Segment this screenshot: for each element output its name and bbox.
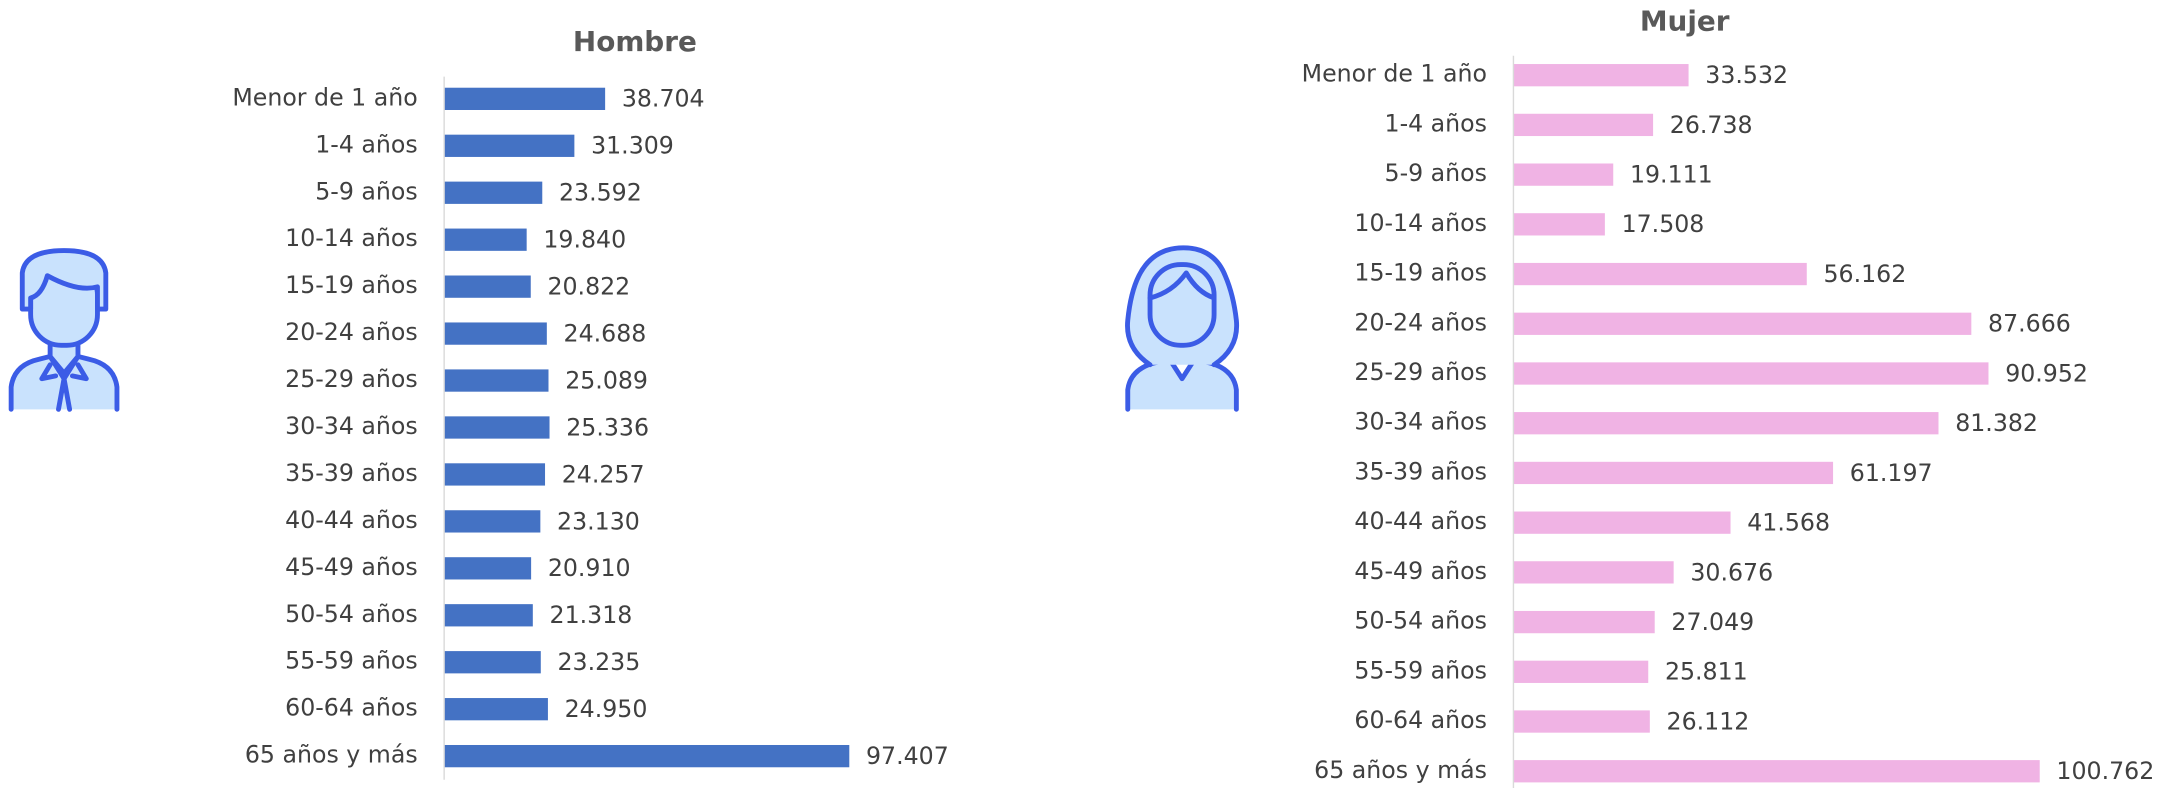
data-label: 25.811 <box>1665 658 1748 686</box>
bar <box>444 651 541 674</box>
y-tick-label: 10-14 años <box>285 224 418 252</box>
data-label: 30.676 <box>1690 558 1773 586</box>
data-label: 23.592 <box>559 179 642 207</box>
y-tick-label: 15-19 años <box>285 271 418 299</box>
y-tick-label: 50-54 años <box>1354 607 1487 635</box>
bar <box>444 744 850 768</box>
y-tick-label: 5-9 años <box>315 177 417 205</box>
bar <box>444 322 547 345</box>
y-tick-label: 5-9 años <box>1385 159 1487 187</box>
bar <box>444 698 548 721</box>
bar <box>1513 461 1834 485</box>
data-label: 41.568 <box>1747 509 1830 537</box>
data-label: 56.162 <box>1823 260 1906 288</box>
data-label: 100.762 <box>2056 757 2154 785</box>
data-label: 26.112 <box>1667 707 1750 735</box>
data-label: 21.318 <box>550 601 633 629</box>
bar <box>444 416 550 439</box>
y-tick-label: 25-29 años <box>1354 358 1487 386</box>
y-tick-label: 65 años y más <box>245 741 418 769</box>
y-tick-label: 45-49 años <box>1354 557 1487 585</box>
y-tick-label: Menor de 1 año <box>1302 60 1487 88</box>
y-tick-label: 65 años y más <box>1314 756 1487 784</box>
data-label: 17.508 <box>1622 210 1705 238</box>
data-label: 20.910 <box>548 554 631 582</box>
y-tick-label: 25-29 años <box>285 365 418 393</box>
bar <box>444 87 606 110</box>
data-label: 97.407 <box>866 742 949 770</box>
bar <box>1513 660 1649 683</box>
data-label: 87.666 <box>1988 310 2071 338</box>
data-label: 25.089 <box>565 366 648 394</box>
bar <box>444 228 527 251</box>
data-label: 20.822 <box>547 273 630 301</box>
y-tick-label: Menor de 1 año <box>232 83 417 111</box>
bar <box>1513 561 1674 584</box>
woman-icon <box>1125 245 1240 412</box>
y-tick-label: 20-24 años <box>1354 308 1487 336</box>
bar <box>444 134 575 157</box>
bar <box>444 604 533 627</box>
y-tick-label: 50-54 años <box>285 600 418 628</box>
data-label: 81.382 <box>1955 409 2038 437</box>
bar <box>444 369 549 392</box>
y-tick-label: 30-34 años <box>285 412 418 440</box>
bar <box>444 181 543 204</box>
y-tick-label: 15-19 años <box>1354 259 1487 287</box>
data-label: 25.336 <box>566 413 649 441</box>
chart-area: Hombre Menor de 1 año 38.704 1-4 años 31.309… <box>8 4 2154 788</box>
data-label: 27.049 <box>1671 608 1754 636</box>
y-tick-label: 1-4 años <box>315 130 417 158</box>
y-tick-label: 55-59 años <box>1354 656 1487 684</box>
bar <box>444 463 546 486</box>
y-tick-label: 35-39 años <box>1354 457 1487 485</box>
data-label: 31.309 <box>591 132 674 160</box>
y-tick-label: 60-64 años <box>1354 706 1487 734</box>
y-tick-label: 45-49 años <box>285 553 418 581</box>
bar <box>1513 312 1972 335</box>
bar <box>1513 710 1650 733</box>
bar <box>444 510 541 533</box>
bar <box>1513 610 1655 634</box>
bar <box>1513 163 1614 186</box>
bar <box>1513 511 1731 534</box>
data-label: 24.950 <box>565 695 648 723</box>
chart-title: Hombre <box>573 25 697 58</box>
y-tick-label: 20-24 años <box>285 318 418 346</box>
bar <box>1513 213 1605 236</box>
bar <box>1513 362 1989 385</box>
data-label: 23.130 <box>557 507 640 535</box>
y-tick-label: 30-34 años <box>1354 408 1487 436</box>
data-label: 33.532 <box>1705 61 1788 89</box>
data-label: 61.197 <box>1850 459 1933 487</box>
data-label: 26.738 <box>1670 111 1753 139</box>
y-tick-label: 35-39 años <box>285 459 418 487</box>
chart-title: Mujer <box>1640 4 1730 37</box>
data-label: 90.952 <box>2005 359 2088 387</box>
y-tick-label: 60-64 años <box>285 694 418 722</box>
y-tick-label: 1-4 años <box>1385 109 1487 137</box>
y-tick-label: 40-44 años <box>285 506 418 534</box>
man-icon <box>8 248 120 412</box>
data-label: 38.704 <box>622 85 705 113</box>
bar <box>1513 760 2040 783</box>
bar <box>1513 64 1689 87</box>
data-label: 24.688 <box>564 319 647 347</box>
data-label: 24.257 <box>562 460 645 488</box>
bar <box>1513 113 1654 137</box>
bar <box>444 275 531 298</box>
data-label: 19.840 <box>543 226 626 254</box>
data-label: 19.111 <box>1630 161 1713 189</box>
data-label: 23.235 <box>557 648 640 676</box>
bar <box>444 557 532 580</box>
y-tick-label: 55-59 años <box>285 647 418 675</box>
y-tick-label: 10-14 años <box>1354 209 1487 237</box>
bar <box>1513 262 1807 286</box>
bar <box>1513 412 1939 435</box>
y-tick-label: 40-44 años <box>1354 507 1487 535</box>
